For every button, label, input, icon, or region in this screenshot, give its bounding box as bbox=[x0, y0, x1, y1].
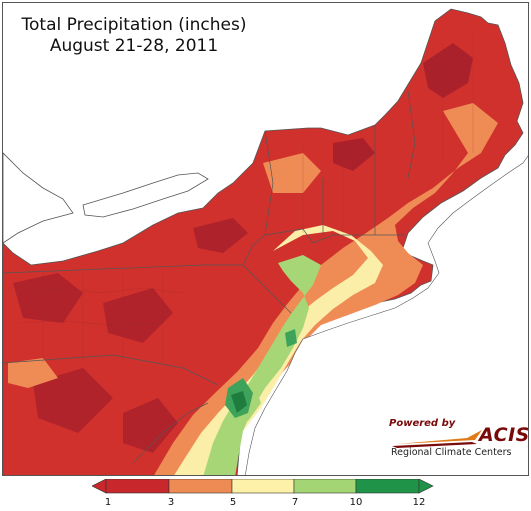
legend-bin-7-10 bbox=[293, 479, 357, 494]
rcc-label: Regional Climate Centers bbox=[391, 447, 512, 458]
map-title: Total Precipitation (inches) August 21-2… bbox=[9, 15, 259, 57]
legend-tick: 10 bbox=[349, 497, 363, 508]
legend-bar bbox=[92, 479, 434, 494]
ocean bbox=[245, 155, 528, 475]
lake-erie bbox=[3, 152, 74, 244]
powered-by-label: Powered by bbox=[389, 418, 456, 429]
swoosh-icon bbox=[392, 430, 482, 448]
legend-tick: 5 bbox=[229, 497, 237, 508]
legend-bin-1-3 bbox=[105, 479, 170, 494]
legend-tick: 12 bbox=[412, 497, 426, 508]
map-canvas bbox=[3, 8, 528, 475]
state-borders bbox=[3, 90, 416, 464]
color-legend: 1 3 5 7 10 12 bbox=[92, 479, 434, 511]
legend-arrow-right bbox=[418, 479, 434, 494]
legend-bin-3-5 bbox=[168, 479, 233, 494]
acis-logo: Powered by ACIS Regional Climate Centers bbox=[387, 418, 528, 462]
legend-arrow-left bbox=[92, 479, 107, 494]
lake-ontario bbox=[82, 172, 209, 218]
legend-tick: 1 bbox=[104, 497, 112, 508]
title-line-2: August 21-28, 2011 bbox=[49, 36, 219, 56]
county-lines bbox=[17, 33, 474, 363]
legend-tick: 7 bbox=[291, 497, 299, 508]
legend-tick: 3 bbox=[167, 497, 175, 508]
legend-bin-10-12 bbox=[355, 479, 420, 494]
title-line-1: Total Precipitation (inches) bbox=[21, 15, 247, 35]
zone-7-10 bbox=[203, 255, 321, 475]
precipitation-map: Total Precipitation (inches) August 21-2… bbox=[2, 2, 529, 476]
legend-bin-5-7 bbox=[231, 479, 295, 494]
acis-name: ACIS bbox=[479, 424, 529, 446]
